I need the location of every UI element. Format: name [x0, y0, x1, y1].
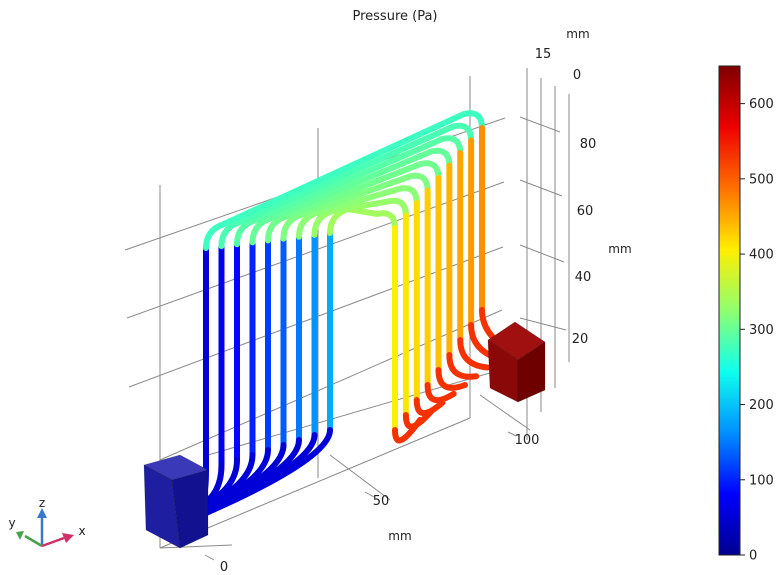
x-axis-unit: mm [388, 529, 411, 543]
colorbar-tick-label: 200 [749, 398, 774, 413]
grid-line [519, 179, 563, 197]
z-tick-60: 60 [577, 204, 594, 219]
colorbar-ticks: 0 100 200 300 400 500 600 [740, 97, 774, 564]
tube-top-arc [203, 110, 485, 251]
tube-top-arc [249, 147, 453, 246]
grid-line [519, 317, 567, 331]
tube-outlet-run [446, 352, 480, 380]
grid-line [204, 554, 215, 561]
colorbar-tick-label: 100 [749, 473, 774, 488]
x-tick-0: 0 [220, 560, 228, 575]
triad-y-label: y [8, 516, 15, 530]
tube-outlet-run [413, 397, 446, 417]
colorbar-tick-label: 500 [749, 172, 774, 187]
tube-outlet-run [457, 337, 491, 371]
y-tick-0: 0 [573, 68, 581, 83]
tube-top-arc [265, 160, 442, 244]
plot-title: Pressure (Pa) [352, 9, 437, 24]
manifold-blocks [143, 321, 546, 549]
y-axis-unit: mm [566, 27, 589, 41]
grid-line [159, 417, 471, 549]
tube-top-arc [296, 185, 420, 240]
z-tick-20: 20 [572, 332, 589, 347]
grid-line [364, 491, 375, 498]
tube-outlet-run [424, 382, 457, 404]
colorbar-tick-label: 400 [749, 248, 774, 263]
z-tick-40: 40 [575, 270, 592, 285]
grid-line [329, 454, 391, 501]
grid-line [159, 544, 233, 549]
x-tick-50: 50 [373, 494, 390, 509]
outlet-block-side [517, 341, 546, 403]
z-axis-unit: mm [608, 242, 631, 256]
tube-top-arc [218, 122, 475, 250]
triad-z-label: z [39, 496, 45, 510]
colorbar-tick-label: 300 [749, 323, 774, 338]
inlet-block-side [171, 469, 209, 549]
triad-x-label: x [78, 524, 85, 538]
x-tick-100: 100 [515, 433, 540, 448]
grid-line [507, 431, 517, 437]
tube-bundle [187, 110, 513, 523]
tube-top-arc [327, 205, 398, 236]
z-tick-80: 80 [580, 137, 597, 152]
tube-top-arc [280, 172, 431, 242]
tube-outlet-run [435, 367, 468, 391]
colorbar-tick-label: 600 [749, 97, 774, 112]
grid-line [519, 244, 565, 263]
grid-line [519, 116, 561, 133]
grid-line [479, 394, 531, 431]
grid-line [207, 369, 501, 456]
tube-top-arc [311, 197, 409, 238]
y-tick-15: 15 [535, 47, 552, 62]
colorbar-tick-label: 0 [749, 549, 757, 564]
tube-top-arc [234, 135, 464, 248]
axis-triad: z x y [8, 496, 86, 548]
colorbar [718, 65, 741, 556]
